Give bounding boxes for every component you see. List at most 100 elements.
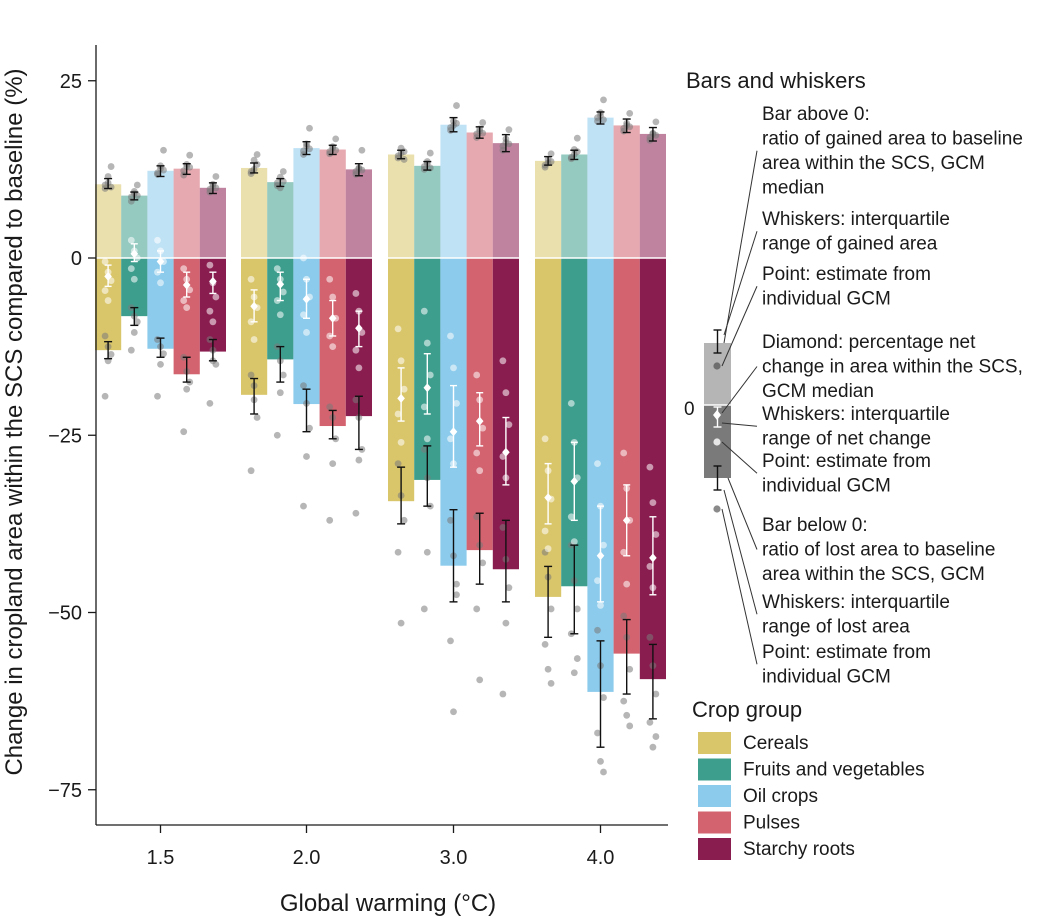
gcm-point-net — [104, 297, 112, 304]
gcm-point-gain — [652, 131, 660, 139]
gcm-point-net — [420, 403, 428, 411]
gcm-point-net — [352, 290, 360, 297]
explainer-annotation-line: area within the SCS, GCM — [762, 564, 985, 585]
gcm-point-loss — [423, 548, 431, 556]
explainer-annotation-line: area within the SCS, GCM — [762, 153, 985, 174]
y-tick-label: 25 — [60, 71, 82, 93]
gcm-point-gain — [186, 163, 194, 171]
gcm-point-gain — [154, 169, 161, 177]
explainer-annotation-line: Whiskers: interquartile — [762, 404, 950, 425]
gcm-point-net — [355, 364, 363, 372]
gcm-point-net — [183, 304, 191, 312]
gcm-point-net — [453, 399, 460, 407]
diamond-net-starchy-roots-2.0 — [355, 323, 363, 333]
gcm-point-net — [180, 265, 188, 273]
gcm-point-gain — [127, 193, 135, 201]
leader-line — [723, 150, 758, 344]
gcm-point-net — [473, 449, 481, 457]
gcm-point-gain — [186, 151, 194, 159]
gcm-point-net — [397, 357, 405, 365]
gcm-point-net — [473, 371, 481, 379]
gcm-point-net — [303, 329, 310, 336]
gcm-point-loss — [573, 655, 581, 662]
gcm-point-net — [544, 545, 552, 553]
legend-swatch-pulses — [698, 811, 731, 834]
gcm-point-net — [476, 467, 484, 475]
gcm-point-gain — [600, 96, 607, 104]
gcm-point-net — [570, 538, 578, 545]
explainer-annotation-line: Diamond: percentage net — [762, 332, 976, 353]
gcm-point-loss — [101, 392, 109, 400]
gcm-point-net — [209, 318, 217, 326]
leader-line — [727, 477, 758, 550]
explainer-annotation: Whiskers: interquartile range of gained a… — [762, 209, 950, 255]
y-tick-label: −50 — [48, 603, 82, 625]
diamond-net-fruits-and-vegetables-1.5 — [130, 249, 139, 259]
explainer-title: Bars and whiskers — [686, 68, 866, 93]
gcm-point-loss — [394, 548, 402, 556]
diamond-net-oil-crops-1.5 — [156, 257, 165, 267]
gcm-point-gain — [479, 129, 487, 137]
gcm-point-net — [394, 325, 402, 333]
gcm-point-net — [426, 371, 434, 379]
gcm-point-loss — [447, 637, 454, 645]
explainer-annotation: Point: estimate from individual GCM — [762, 264, 931, 310]
diamond-net-pulses-2.0 — [328, 313, 337, 323]
gcm-point-net — [541, 527, 549, 535]
gcm-point-net — [447, 332, 454, 340]
gcm-point-loss — [646, 718, 654, 726]
gcm-point-gain — [300, 147, 307, 155]
diamond-net-oil-crops-3.0 — [449, 427, 458, 437]
gcm-point-net — [597, 602, 604, 609]
y-tick-label: −75 — [48, 780, 82, 802]
gcm-point-net — [423, 339, 431, 347]
gcm-point-net — [623, 580, 631, 588]
explainer-annotation: Point: estimate from individual GCM — [762, 451, 931, 497]
explainer-annotation-line: Bar below 0: — [762, 515, 868, 536]
bar-loss-oil-crops-4.0 — [587, 258, 614, 692]
gcm-point-gain — [652, 118, 660, 126]
gcm-point-net — [250, 336, 258, 343]
gcm-point-net — [279, 288, 287, 296]
explainer-annotation: Diamond: percentage net change in area wi… — [762, 332, 1023, 402]
gcm-point-gain — [600, 116, 607, 124]
gcm-point-loss — [594, 729, 601, 737]
gcm-point-loss — [279, 371, 287, 379]
diamond-net-cereals-4.0 — [544, 493, 552, 503]
explainer-annotation: Whiskers: interquartile range of net chan… — [762, 404, 950, 450]
diamond-net-starchy-roots-4.0 — [649, 553, 657, 563]
gcm-point-loss — [133, 318, 141, 326]
gcm-point-loss — [547, 605, 555, 613]
x-tick-label: 2.0 — [293, 847, 321, 869]
y-tick-label: 0 — [71, 248, 82, 270]
gcm-point-gain — [212, 184, 220, 192]
gcm-point-gain — [212, 173, 220, 180]
gcm-point-net — [300, 311, 307, 319]
gcm-point-loss — [597, 757, 604, 765]
gcm-point-loss — [499, 690, 507, 698]
bar-gain-cereals-3.0 — [388, 154, 415, 258]
gcm-point-net — [567, 513, 575, 521]
gcm-point-net — [394, 410, 402, 418]
gcm-point-net — [652, 531, 660, 538]
gcm-point-loss — [652, 690, 660, 698]
legend-label-cereals: Cereals — [743, 733, 808, 754]
bar-gain-cereals-1.5 — [95, 184, 122, 258]
explainer-annotation-line: change in area within the SCS, — [762, 357, 1023, 378]
y-axis-title: Change in cropland area within the SCS c… — [1, 68, 28, 775]
gcm-point-loss — [505, 584, 513, 592]
legend-title: Crop group — [692, 697, 802, 722]
gcm-point-loss — [300, 382, 307, 390]
gcm-point-loss — [355, 456, 363, 464]
gcm-point-loss — [573, 605, 581, 613]
gcm-point-net — [649, 499, 657, 507]
gcm-point-loss — [394, 460, 402, 468]
gcm-point-gain — [306, 124, 313, 132]
gcm-point-net — [101, 258, 109, 265]
gcm-point-loss — [352, 509, 360, 517]
gcm-point-gain — [547, 158, 555, 165]
gcm-point-gain — [133, 181, 141, 189]
bar-gain-oil-crops-3.0 — [440, 124, 467, 258]
explainer-annotation-line: Point: estimate from — [762, 264, 931, 285]
gcm-point-net — [212, 293, 220, 301]
